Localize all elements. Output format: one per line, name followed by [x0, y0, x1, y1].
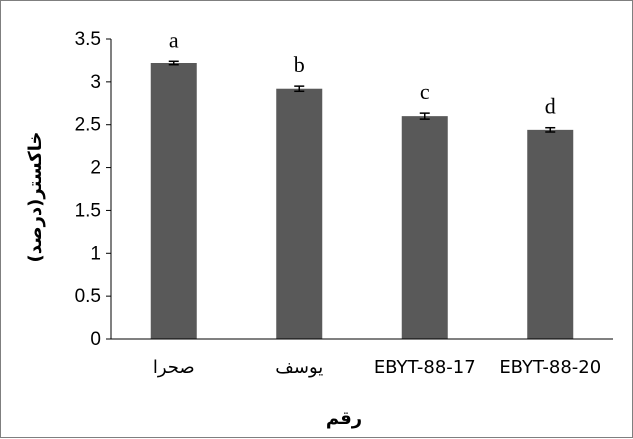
y-tick-label: 2.5	[75, 115, 101, 136]
y-axis-title: خاکستر(درصد)	[25, 132, 46, 263]
significance-letter: a	[169, 27, 179, 52]
y-tick-label: 0	[90, 329, 101, 350]
y-tick-label: 2	[90, 158, 101, 179]
bar	[276, 88, 323, 339]
x-category-label: EBYT-88-20	[499, 357, 601, 378]
y-tick-label: 3.5	[75, 29, 101, 50]
y-tick-label: 3	[90, 72, 101, 93]
y-axis-ticks: 0 0.5 1 1.5 2 2.5 3 3.5	[75, 29, 111, 350]
bars	[150, 63, 574, 340]
y-tick-label: 1	[90, 243, 101, 264]
x-axis-title: رقم	[326, 408, 362, 429]
x-category-label: یوسف	[275, 357, 323, 378]
x-category-label: EBYT-88-17	[374, 357, 476, 378]
x-category-label: صحرا	[153, 357, 195, 378]
bar	[401, 116, 448, 340]
significance-letter: c	[420, 79, 430, 104]
significance-letters: a b c d	[169, 27, 556, 118]
y-tick-label: 0.5	[75, 286, 101, 307]
significance-letter: b	[294, 52, 305, 77]
error-bars	[168, 60, 556, 133]
bar	[150, 63, 197, 339]
bar	[527, 129, 574, 339]
x-axis-labels: صحرا یوسف EBYT-88-17 EBYT-88-20	[153, 357, 601, 378]
significance-letter: d	[545, 94, 556, 119]
axes	[110, 39, 613, 340]
y-tick-label: 1.5	[75, 200, 101, 221]
